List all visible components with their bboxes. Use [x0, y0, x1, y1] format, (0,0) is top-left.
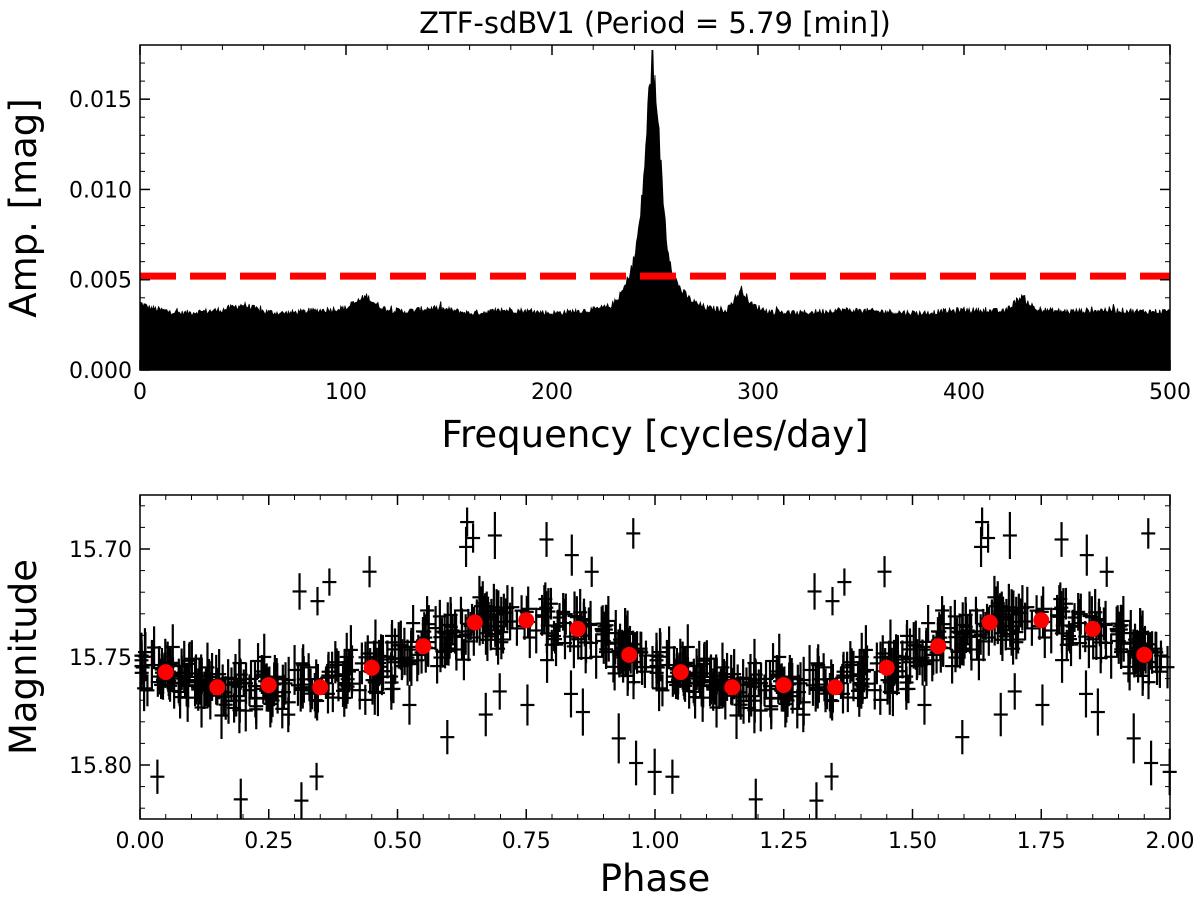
periodogram-x-tick-label: 500 — [1149, 380, 1191, 405]
binned-point — [363, 659, 380, 676]
light-curve-y-tick-label: 15.70 — [69, 538, 132, 563]
light-curve-x-tick-label: 0.00 — [116, 829, 165, 854]
periodogram-y-tick-label: 0.005 — [69, 269, 132, 294]
periodogram-x-tick-label: 200 — [531, 380, 573, 405]
binned-point — [981, 614, 998, 631]
periodogram-frame — [139, 44, 1171, 371]
binned-point — [312, 679, 329, 696]
light-curve-x-tick-label: 1.25 — [759, 829, 808, 854]
light-curve-y-axis-label: Magnitude — [2, 559, 45, 755]
binned-point — [518, 612, 535, 629]
light-curve-x-tick-label: 1.50 — [888, 829, 937, 854]
periodogram-ticks: 0 100 200 300 400 500 0.000 0.005 0.010 0.015 — [69, 45, 1191, 405]
periodogram-x-tick-label: 100 — [325, 380, 367, 405]
light-curve-x-tick-label: 1.00 — [631, 829, 680, 854]
light-curve-x-tick-label: 1.75 — [1017, 829, 1066, 854]
light-curve-ticks: 0.00 0.25 0.50 0.75 1.00 1.25 1.50 1.75 2.00 15.7… — [69, 495, 1194, 854]
binned-point — [930, 638, 947, 655]
light-curve-x-tick-label: 0.75 — [502, 829, 551, 854]
binned-point — [157, 664, 174, 681]
periodogram-spectrum — [139, 50, 1171, 371]
binned-point — [569, 620, 586, 637]
periodogram-x-tick-label: 0 — [133, 380, 147, 405]
light-curve-x-axis-label: Phase — [600, 857, 710, 897]
binned-point — [827, 679, 844, 696]
periodogram-title: ZTF-sdBV1 (Period = 5.79 [min]) — [419, 6, 891, 40]
light-curve-x-tick-label: 0.50 — [373, 829, 422, 854]
periodogram-x-tick-label: 300 — [737, 380, 779, 405]
binned-point — [775, 677, 792, 694]
periodogram-y-axis-label: Amp. [mag] — [2, 98, 45, 317]
light-curve-x-tick-label: 0.25 — [244, 829, 293, 854]
periodogram-x-tick-label: 400 — [943, 380, 985, 405]
periodogram-x-axis-label: Frequency [cycles/day] — [441, 413, 868, 456]
light-curve-y-tick-label: 15.80 — [69, 754, 132, 779]
binned-point — [466, 614, 483, 631]
periodogram-y-tick-label: 0.015 — [69, 88, 132, 113]
binned-point — [260, 677, 277, 694]
light-curve-x-tick-label: 2.00 — [1146, 829, 1195, 854]
periodogram-y-tick-label: 0.010 — [69, 178, 132, 203]
binned-point — [621, 646, 638, 663]
binned-point — [1084, 620, 1101, 637]
binned-point — [724, 679, 741, 696]
periodogram-y-tick-label: 0.000 — [69, 359, 132, 384]
periodogram-plot-area — [139, 50, 1171, 371]
binned-point — [415, 638, 432, 655]
binned-point — [672, 664, 689, 681]
binned-point — [1136, 646, 1153, 663]
light-curve-y-tick-label: 15.75 — [69, 646, 132, 671]
binned-point — [878, 659, 895, 676]
binned-point — [209, 679, 226, 696]
light-curve-plot-area — [134, 507, 1177, 819]
binned-point — [1033, 612, 1050, 629]
light-curve-frame — [139, 494, 1171, 820]
